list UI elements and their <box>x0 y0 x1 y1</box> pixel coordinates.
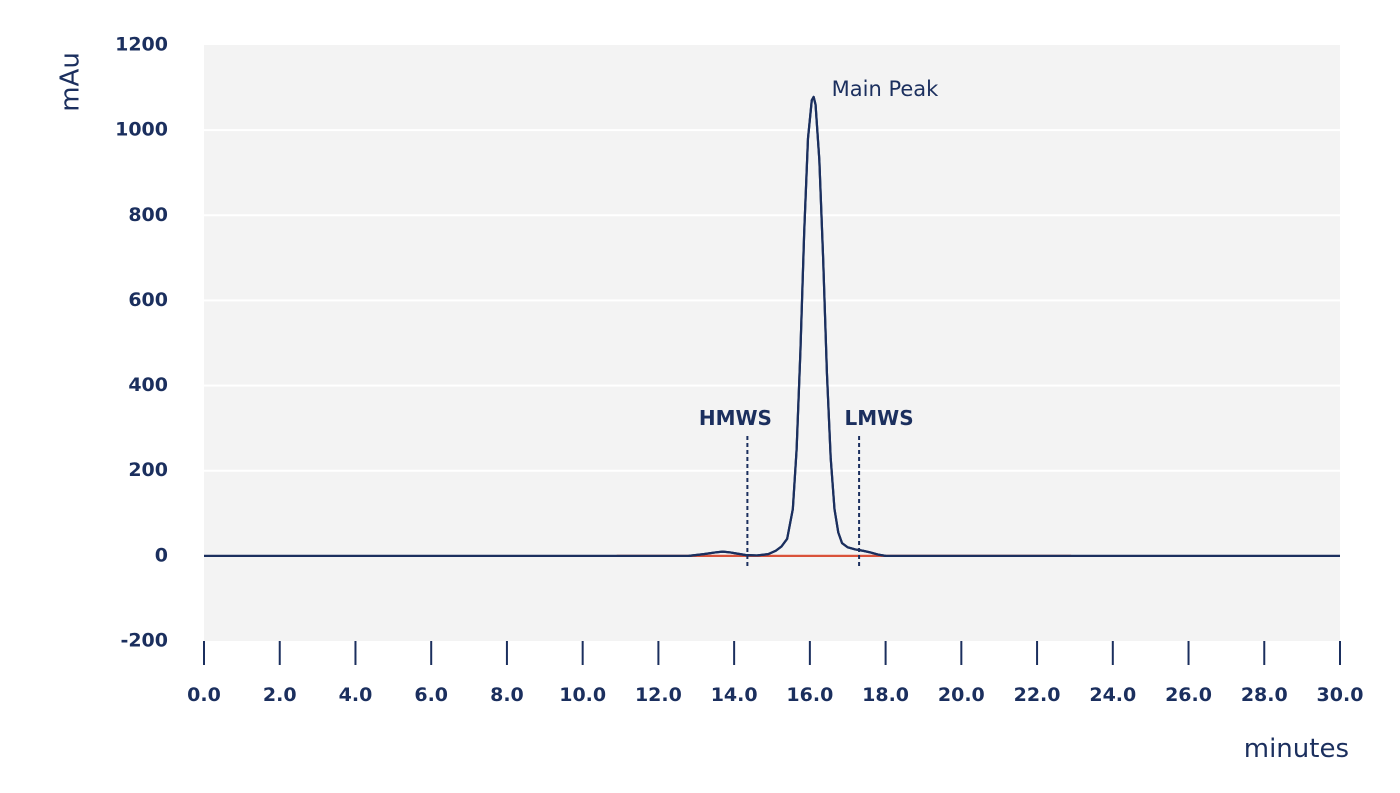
y-tick-label: 800 <box>128 204 168 226</box>
x-tick-label: 18.0 <box>862 684 909 706</box>
y-tick-label: -200 <box>120 630 168 652</box>
x-tick-label: 12.0 <box>635 684 682 706</box>
x-tick-label: 24.0 <box>1089 684 1136 706</box>
x-tick-label: 30.0 <box>1317 684 1364 706</box>
peak-trace <box>688 95 886 557</box>
x-tick-label: 14.0 <box>711 684 758 706</box>
x-tick-label: 4.0 <box>339 684 373 706</box>
y-tick-label: 600 <box>128 289 168 311</box>
main-peak-label: Main Peak <box>832 77 940 101</box>
x-tick-label: 0.0 <box>187 684 221 706</box>
y-tick-label: 1200 <box>115 34 168 56</box>
x-tick-label: 16.0 <box>786 684 833 706</box>
x-axis-title: minutes <box>1244 734 1349 764</box>
x-tick-label: 22.0 <box>1014 684 1061 706</box>
x-tick-label: 26.0 <box>1165 684 1212 706</box>
y-tick-label: 0 <box>155 544 168 566</box>
hmws-label: HMWS <box>699 406 772 430</box>
x-tick-label: 10.0 <box>559 684 606 706</box>
x-tick-label: 20.0 <box>938 684 985 706</box>
y-tick-label: 1000 <box>115 119 168 141</box>
x-tick-label: 6.0 <box>414 684 448 706</box>
x-tick-label: 28.0 <box>1241 684 1288 706</box>
plot-background <box>204 45 1340 641</box>
y-tick-label: 200 <box>128 459 168 481</box>
lmws-label: LMWS <box>845 406 914 430</box>
x-tick-label: 8.0 <box>490 684 524 706</box>
y-axis-title: mAu <box>56 52 86 112</box>
x-tick-label: 2.0 <box>263 684 297 706</box>
y-tick-label: 400 <box>128 374 168 396</box>
